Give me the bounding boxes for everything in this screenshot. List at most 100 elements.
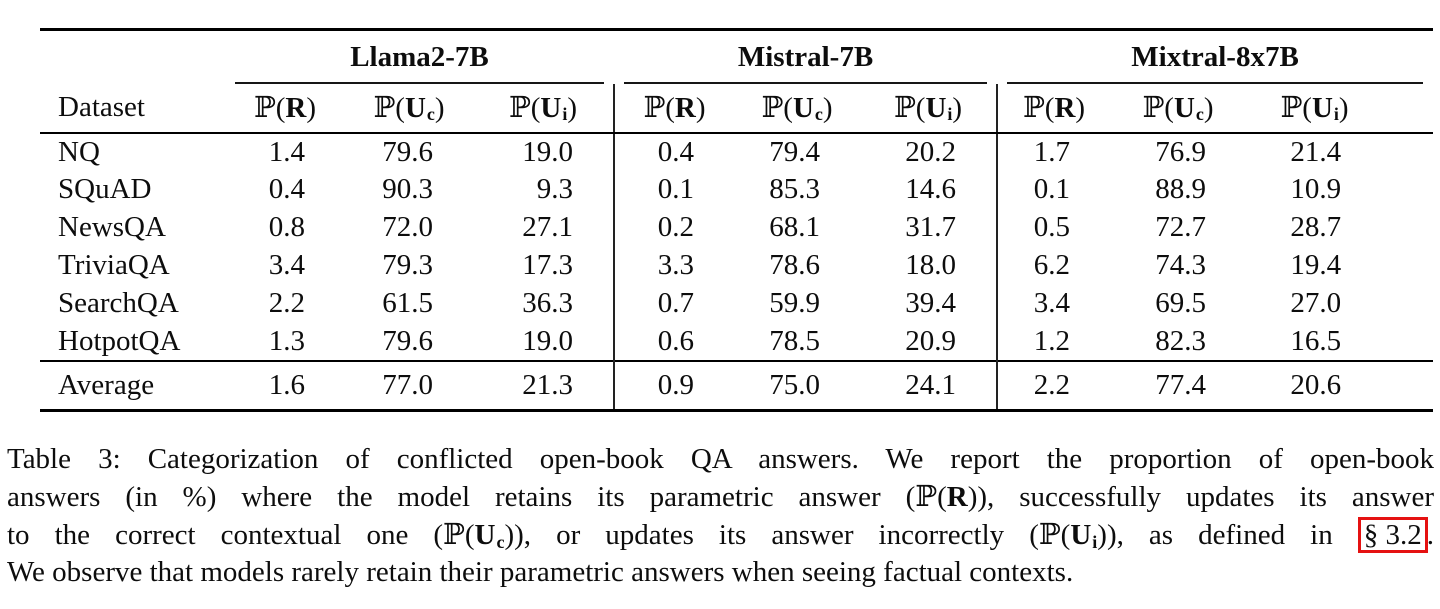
caption-line: answers (in %) where the model retains i…	[7, 479, 1434, 513]
prob-header: ℙ(R)	[225, 83, 345, 134]
table-caption: Table 3: Categorization of conflicted op…	[7, 441, 1434, 591]
prob-header: ℙ(Uc)	[345, 83, 473, 134]
value-cell: 21.3	[473, 359, 614, 411]
table-row: SQuAD 0.4 90.3 9.3 0.1 85.3 14.6 0.1 88.9 10.9	[40, 170, 1433, 209]
value-cell: 36.3	[522, 287, 573, 319]
cmidrule-divider	[624, 81, 988, 84]
blackboard-p-symbol: ℙ	[1142, 89, 1165, 124]
value-cell: 0.6	[613, 322, 734, 361]
value-cell: 27.0	[1290, 287, 1342, 319]
value-cell: 85.3	[769, 173, 820, 205]
blackboard-p-symbol: ℙ	[893, 89, 916, 124]
cmidrule-divider	[235, 81, 604, 84]
value-cell: 79.6	[382, 324, 433, 357]
value-cell: 6.2	[996, 246, 1111, 285]
value-cell: 75.0	[734, 359, 860, 411]
prob-header: ℙ(Ui)	[473, 83, 614, 134]
value-cell: 68.1	[769, 211, 820, 243]
dataset-cell: NQ	[58, 135, 100, 168]
blackboard-p-symbol: ℙ	[915, 479, 938, 513]
prob-header: ℙ(Ui)	[860, 83, 998, 134]
value-cell: 72.7	[1155, 211, 1207, 243]
table-row: NQ 1.4 79.6 19.0 0.4 79.4 20.2 1.7 76.9 21.4	[40, 132, 1433, 171]
value-cell: 1.2	[996, 322, 1111, 361]
value-cell: 20.9	[905, 324, 957, 357]
value-cell: 3.3	[613, 246, 734, 285]
value-cell: 82.3	[1155, 324, 1207, 357]
value-cell: 1.6	[225, 359, 345, 411]
blackboard-p-symbol: ℙ	[508, 89, 531, 124]
results-table: Llama2-7B Mistral-7B Mixtral-8x7B Datase…	[40, 28, 1434, 412]
value-cell: 2.2	[268, 287, 305, 319]
model-name-label: Mixtral-8x7B	[1131, 40, 1299, 73]
blackboard-p-symbol: ℙ	[761, 89, 784, 124]
value-cell: 39.4	[905, 287, 957, 319]
math-prob: ℙ(Ui)	[1038, 517, 1107, 552]
value-cell: 10.9	[1290, 173, 1342, 205]
value-cell: 27.1	[522, 211, 573, 243]
average-row: Average 1.6 77.0 21.3 0.9 75.0 24.1 2.2 77.4 20.6	[40, 359, 1434, 411]
math-prob: ℙ(Uc)	[443, 517, 515, 552]
value-cell: 21.4	[1290, 135, 1342, 168]
value-cell: 19.0	[522, 324, 573, 357]
prob-header: ℙ(Ui)	[1246, 83, 1434, 134]
model-name-label: Llama2-7B	[350, 40, 489, 73]
blackboard-p-symbol: ℙ	[373, 89, 396, 124]
value-cell: 78.6	[769, 249, 820, 281]
caption-line: Table 3: Categorization of conflicted op…	[7, 443, 1434, 475]
value-cell: 0.1	[996, 170, 1111, 209]
value-cell: 74.3	[1155, 249, 1207, 281]
table-row: SearchQA 2.2 61.5 36.3 0.7 59.9 39.4 3.4 69.5 27.…	[40, 284, 1433, 323]
caption-line: to the correct contextual one (ℙ(Uc)), o…	[7, 517, 1434, 553]
corner-cell	[40, 30, 225, 84]
value-cell: 0.4	[268, 173, 305, 205]
dataset-cell: Average	[40, 359, 225, 411]
value-cell: 31.7	[905, 211, 957, 243]
blackboard-p-symbol: ℙ	[1038, 517, 1061, 551]
value-cell: 18.0	[905, 249, 957, 281]
value-cell: 88.9	[1155, 173, 1207, 205]
blackboard-p-symbol: ℙ	[443, 517, 465, 551]
value-cell: 1.4	[268, 135, 305, 168]
value-cell: 0.7	[613, 284, 734, 323]
dataset-cell: SearchQA	[58, 287, 179, 319]
section-ref-link[interactable]: § 3.2	[1357, 517, 1428, 553]
value-cell: 20.6	[1246, 359, 1434, 411]
prob-header: ℙ(Uc)	[734, 83, 860, 134]
value-cell: 28.7	[1290, 211, 1342, 243]
value-cell: 78.5	[769, 324, 820, 357]
value-cell: 0.1	[613, 170, 734, 209]
value-cell: 0.5	[996, 208, 1111, 247]
prob-header: ℙ(R)	[613, 83, 734, 134]
cmidrule-divider	[1007, 81, 1424, 84]
dataset-cell: HotpotQA	[58, 324, 181, 357]
value-cell: 24.1	[860, 359, 998, 411]
prob-header: ℙ(Uc)	[1110, 83, 1247, 134]
value-cell: 19.4	[1290, 249, 1342, 281]
value-cell: 0.8	[268, 211, 305, 243]
dataset-cell: SQuAD	[58, 173, 152, 205]
value-cell: 20.2	[905, 135, 957, 168]
value-cell: 1.3	[268, 324, 305, 357]
value-cell: 79.3	[382, 249, 433, 281]
value-cell: 0.9	[613, 359, 734, 411]
dataset-cell: TriviaQA	[58, 249, 170, 281]
model-group-llama2-7b: Llama2-7B	[225, 30, 614, 84]
column-header-row: Dataset ℙ(R) ℙ(Uc) ℙ(Ui) ℙ(R) ℙ(Uc) ℙ(Ui) ℙ(R)…	[40, 83, 1434, 134]
table-body: NQ 1.4 79.6 19.0 0.4 79.4 20.2 1.7 76.9 21.4 SQuAD…	[40, 132, 1433, 361]
math-prob: ℙ(R)	[915, 479, 978, 513]
value-cell: 77.4	[1110, 359, 1247, 411]
value-cell: 19.0	[522, 135, 573, 168]
value-cell: 59.9	[769, 287, 820, 319]
value-cell: 79.6	[382, 135, 433, 168]
model-group-mistral-7b: Mistral-7B	[614, 30, 997, 84]
blackboard-p-symbol: ℙ	[253, 89, 276, 124]
blackboard-p-symbol: ℙ	[1022, 89, 1045, 124]
value-cell: 9.3	[536, 173, 573, 205]
value-cell: 3.4	[268, 249, 305, 281]
value-cell: 17.3	[522, 249, 573, 281]
table-foot: Average 1.6 77.0 21.3 0.9 75.0 24.1 2.2 77.4 20.6	[40, 359, 1434, 411]
value-cell: 76.9	[1155, 135, 1207, 168]
caption-line: We observe that models rarely retain the…	[7, 556, 1074, 588]
